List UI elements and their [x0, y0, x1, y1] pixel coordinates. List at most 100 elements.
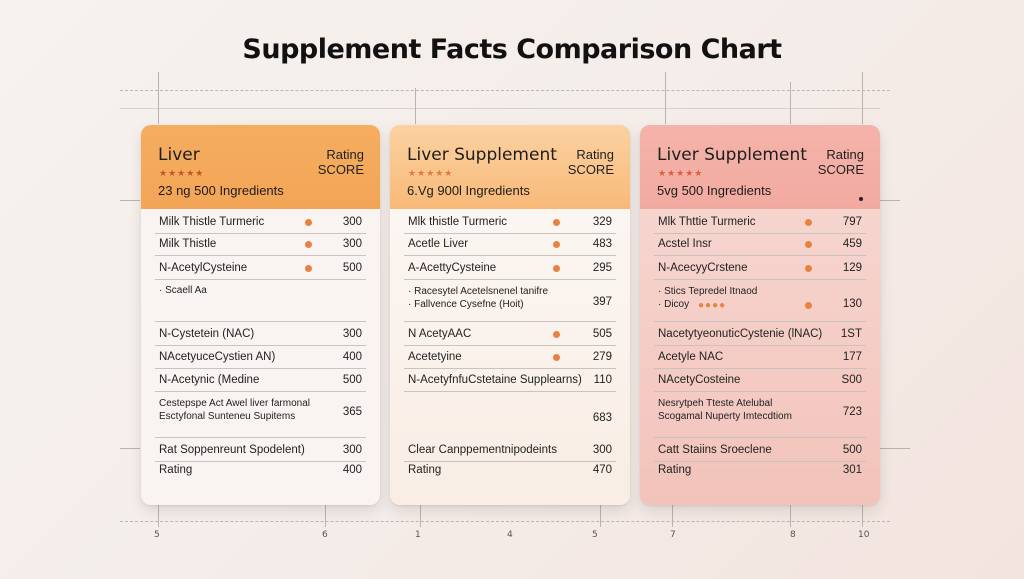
ingredient-value: 300: [592, 444, 612, 456]
ingredient-value: 300: [342, 216, 362, 228]
guide-line: [880, 200, 900, 201]
axis-tick: 5: [592, 530, 598, 540]
label-line: Scogamal Nuperty Imtecdtiom: [658, 411, 792, 422]
supplement-card: Liver Rating SCORE ★★★★★ 23 ng 500 Ingre…: [141, 125, 380, 505]
card-subtitle: 23 ng 500 Ingredients: [158, 183, 284, 198]
ingredient-row: Clear Canppementnipodeints 300: [404, 437, 616, 462]
ingredient-value: 500: [342, 262, 362, 274]
guide-line: [672, 505, 673, 527]
ingredient-row: 683: [404, 391, 616, 437]
ingredient-value: 329: [592, 216, 612, 228]
card-subtitle: 6.Vg 900l Ingredients: [407, 183, 530, 198]
guide-line: [880, 448, 910, 449]
indicator-dot: [553, 241, 560, 248]
ingredient-value: 129: [842, 262, 862, 274]
indicator-dot: [305, 265, 312, 272]
ingredient-row: Nesrytpeh Tteste Atelubal Scogamal Nuper…: [654, 391, 866, 438]
indicator-dot: [805, 265, 812, 272]
ingredient-value: 279: [592, 351, 612, 363]
ingredient-label: Milk Thistle Turmeric: [159, 216, 265, 228]
guide-line: [790, 505, 791, 527]
guide-line: [862, 505, 863, 527]
label-line: Nesrytpeh Tteste Atelubal: [658, 398, 773, 409]
ingredient-row: Acstel Insr 459: [654, 233, 866, 256]
page-title: Supplement Facts Comparison Chart: [242, 34, 782, 65]
ingredient-value: 500: [842, 444, 862, 456]
ingredient-row: Acetyle NAC 177: [654, 345, 866, 369]
ingredient-row: · Racesytel Acetelsnenel tanifre · Fallv…: [404, 279, 616, 322]
ingredient-row: NacetytyeonuticCystenie (lNAC) 1ST: [654, 321, 866, 346]
guide-line: [120, 90, 890, 91]
ingredient-value: 177: [842, 351, 862, 363]
label-line: · Fallvence Cysefne (Hoit): [408, 299, 524, 310]
ingredient-value: 723: [842, 406, 862, 418]
ingredient-label: · Stics Tepredel Itnaod · Dicoy: [658, 285, 757, 311]
ingredient-value: 459: [842, 238, 862, 250]
card-title: Liver Supplement: [657, 145, 807, 165]
rating-label: Rating: [326, 147, 364, 162]
ingredient-row: Mlk thistle Turmeric 329: [404, 211, 616, 234]
ingredient-label: Nesrytpeh Tteste Atelubal Scogamal Nuper…: [658, 397, 792, 423]
guide-line: [415, 88, 416, 124]
ingredient-label: NacetytyeonuticCystenie (lNAC): [658, 328, 823, 340]
indicator-dot: [305, 219, 312, 226]
ingredient-label: Catt Staiins Sroeclene: [658, 444, 772, 456]
label-line: · Stics Tepredel Itnaod: [658, 286, 758, 297]
guide-line: [120, 200, 140, 201]
ingredient-value: 365: [342, 406, 362, 418]
guide-line: [120, 108, 880, 109]
guide-line: [158, 505, 159, 527]
card-header: Liver Rating SCORE ★★★★★ 23 ng 500 Ingre…: [141, 125, 380, 209]
ingredient-row: NAcetyuceCystien AN) 400: [155, 345, 366, 369]
axis-tick: 10: [858, 530, 870, 540]
rating-label: Rating: [408, 464, 442, 476]
ingredient-label: · Racesytel Acetelsnenel tanifre · Fallv…: [408, 285, 548, 311]
axis-tick: 4: [507, 530, 513, 540]
axis-tick: 8: [790, 530, 796, 540]
indicator-dot: [805, 241, 812, 248]
rating-row: Rating 400: [155, 461, 366, 481]
guide-line: [120, 448, 140, 449]
label-line: · Dicoy: [658, 299, 690, 310]
ingredient-value: 400: [342, 351, 362, 363]
guide-line: [325, 505, 326, 527]
ingredient-row: N-Cystetein (NAC) 300: [155, 321, 366, 346]
ingredient-row: Acetetyine 279: [404, 345, 616, 369]
ingredient-value: 683: [592, 412, 612, 424]
card-title: Liver: [158, 145, 200, 165]
axis-tick: 7: [670, 530, 676, 540]
ingredient-label: Acetetyine: [408, 351, 462, 363]
rating-row: Rating 301: [654, 461, 866, 481]
label-line: · Racesytel Acetelsnenel tanifre: [408, 286, 549, 297]
ingredient-label: NAcetyCosteine: [658, 374, 741, 386]
ingredient-label: Cestepspe Act Awel liver farmonal Esctyf…: [159, 397, 310, 423]
ingredient-label: N-AcetylCysteine: [159, 262, 248, 274]
ingredient-row: Catt Staiins Sroeclene 500: [654, 437, 866, 462]
ingredient-value: 130: [842, 298, 862, 310]
ingredient-label: Clear Canppementnipodeints: [408, 444, 557, 456]
ingredient-label: A-AcettyCysteine: [408, 262, 497, 274]
ingredient-label: · Scaell Aa: [159, 285, 207, 296]
rating-score-label: Rating SCORE: [818, 147, 864, 177]
ingredient-value: 1ST: [840, 328, 862, 340]
indicator-dot: [553, 219, 560, 226]
guide-line: [120, 521, 890, 522]
card-body: Milk Thistle Turmeric 300 Milk Thistle 3…: [141, 209, 380, 505]
ingredient-value: 300: [342, 328, 362, 340]
ingredient-value: 300: [342, 238, 362, 250]
ingredient-row: N-AcetyfnfuCstetaine Supplearns) 110: [404, 368, 616, 392]
ingredient-label: Milk Thistle: [159, 238, 217, 250]
ingredient-label: Mlk Thttie Turmeric: [658, 216, 756, 228]
ingredient-row: A-AcettyCysteine 295: [404, 255, 616, 280]
ingredient-label: Rat Soppenreunt Spodelent): [159, 444, 305, 456]
score-label: SCORE: [817, 162, 864, 177]
star-rating: ★★★★★: [408, 168, 454, 178]
ingredient-row: · Scaell Aa: [155, 279, 366, 322]
rating-value: 470: [592, 464, 612, 476]
indicator-dot: [805, 219, 812, 226]
ingredient-row: Cestepspe Act Awel liver farmonal Esctyf…: [155, 391, 366, 438]
ingredient-row: NAcetyCosteine S00: [654, 368, 866, 392]
ingredient-label: N-AcecyyCrstene: [658, 262, 748, 274]
rating-label: Rating: [576, 147, 614, 162]
indicator-dot: [553, 265, 560, 272]
